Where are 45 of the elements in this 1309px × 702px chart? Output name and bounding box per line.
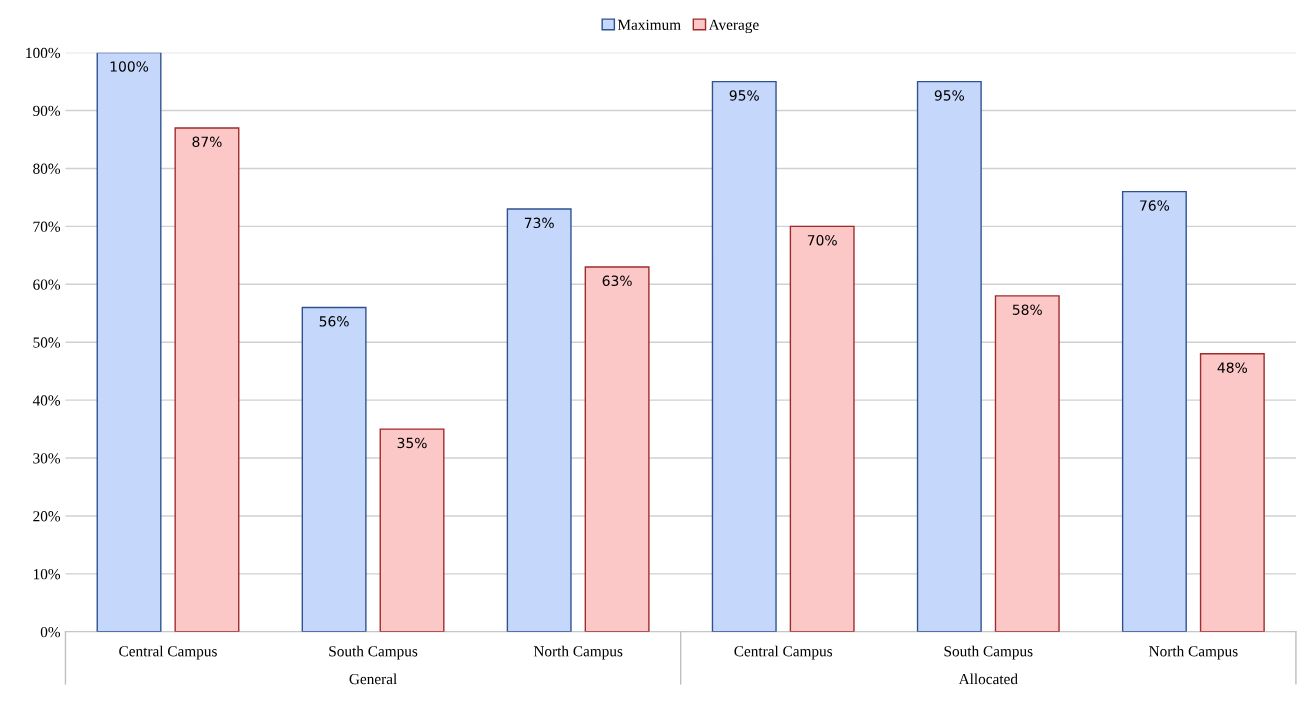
text: Allocated [958,673,1018,685]
y-tick-label: 10% [33,569,61,580]
data-label: 56% [319,316,349,327]
data-label: 48% [1217,362,1247,373]
y-tick-label: 80% [33,163,61,174]
bar [789,225,855,632]
bar [1121,190,1187,632]
y-tick-label: 60% [33,279,61,290]
legend-label: Average [708,19,759,34]
bar [994,295,1060,632]
bar [711,80,777,632]
y-tick-label: 20% [33,511,61,522]
data-label: 95% [934,90,964,101]
x-tick-label: North Campus [533,645,623,660]
x-tick-label: Central Campus [734,645,833,660]
x-tick-label: North Campus [1149,645,1238,660]
bar [96,52,162,632]
y-tick-label: 30% [33,453,61,464]
text: General [349,673,397,685]
y-tick-label: 100% [26,47,61,59]
data-label: 63% [602,275,632,287]
data-label: 35% [397,437,427,449]
bar [584,266,650,632]
data-label: 70% [807,234,837,246]
data-label: 73% [524,217,554,229]
data-label: 95% [729,90,759,101]
y-tick-label: 90% [33,105,61,117]
data-label: 100% [110,61,149,72]
bar [301,306,367,632]
data-label: 87% [192,136,222,148]
bar [1199,353,1265,632]
bar [916,80,982,632]
y-tick-label: 50% [33,337,61,348]
x-tick-label: South Campus [944,645,1033,660]
bar [174,127,240,632]
data-label: 76% [1140,200,1170,211]
y-tick-label: 0% [40,626,61,638]
y-tick-label: 70% [33,221,61,232]
x-tick-label: South Campus [329,645,418,660]
bar [506,208,572,632]
y-tick-label: 40% [32,395,61,406]
legend-label: Maximum [617,19,681,30]
x-tick-label: Central Campus [119,645,217,660]
data-label: 58% [1012,304,1042,315]
bar [379,428,445,632]
